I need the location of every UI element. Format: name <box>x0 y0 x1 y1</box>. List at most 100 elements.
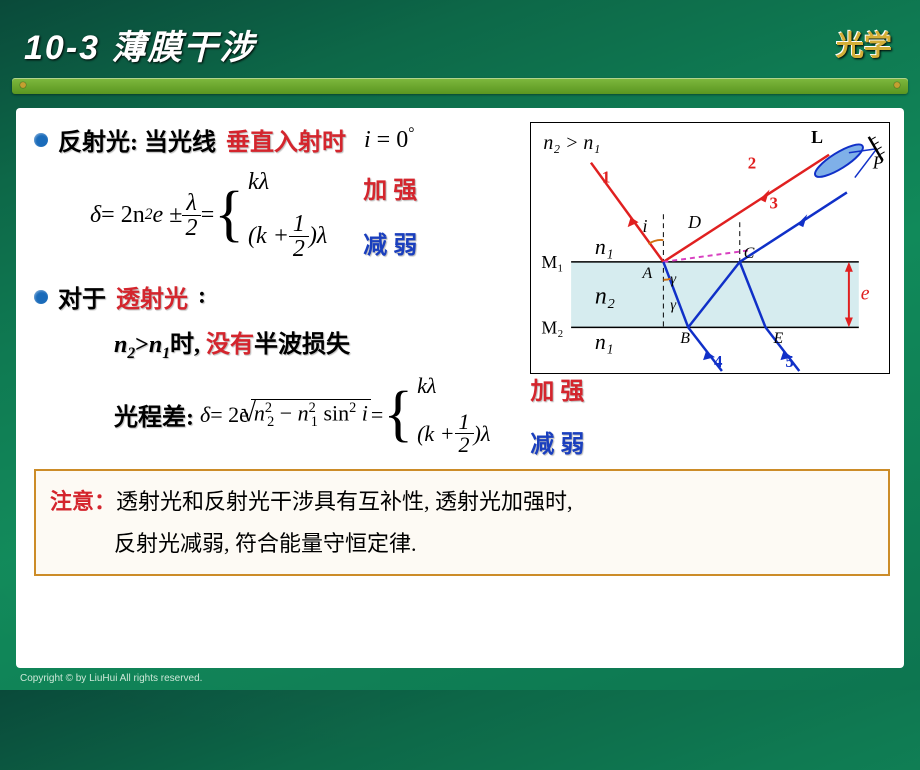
case-strong: kλ <box>248 169 327 196</box>
bullet-icon <box>34 133 48 147</box>
cases: kλ (k + 12 )λ <box>248 169 327 261</box>
sqrt-body: √ n22 − n21 sin2 i <box>251 399 371 431</box>
n1s: n <box>298 400 309 425</box>
text-trans: 透射光 <box>116 279 188 314</box>
lbl-5: 5 <box>785 352 793 371</box>
label-weak2: 减 弱 <box>530 424 584 459</box>
rest: 半波损失 <box>254 332 350 358</box>
slide-header: 10-3 薄膜干涉 光学 <box>0 0 920 70</box>
n: n <box>149 332 162 358</box>
when: 时, <box>170 332 200 358</box>
decorative-bar <box>12 78 908 94</box>
t: 1 <box>455 411 474 434</box>
lbl-1: 1 <box>602 168 610 187</box>
lbl-A: A <box>642 265 653 282</box>
text-colon: : <box>198 283 206 310</box>
slide-subject: 光学 <box>836 24 892 64</box>
case-strong2: kλ <box>417 373 490 399</box>
s1: 1 <box>162 345 170 362</box>
slide-body: 反射光: 当光线垂直入射时 i = 0° δ = 2n2e ± λ2 = { k… <box>16 108 904 668</box>
angle-g1 <box>663 279 670 280</box>
case-weak: (k + 12 )λ <box>248 212 327 261</box>
lbl-n1t: n₁ <box>595 235 614 259</box>
arrow-3 <box>797 214 807 227</box>
slide-title: 10-3 薄膜干涉 <box>24 20 256 69</box>
i: i <box>356 400 368 425</box>
sq1b: 2 <box>267 414 274 430</box>
label-opd: 光程差: <box>114 397 194 432</box>
e-pm: e ± <box>153 202 183 229</box>
note-body1: 透射光和反射光干涉具有互补性, 透射光加强时, <box>116 489 573 514</box>
lbl-L: L <box>811 127 823 147</box>
text-prefix: 反射光: 当光线 <box>58 122 216 157</box>
s2: 2 <box>127 345 135 362</box>
lbl-D: D <box>687 212 701 232</box>
brace-icon: { <box>383 387 413 443</box>
n2: n2 <box>114 332 135 358</box>
lbl-4: 4 <box>714 352 723 371</box>
eqs: = <box>371 402 383 428</box>
delta: δ <box>90 202 101 229</box>
copyright-text: Copyright © by LiuHui All rights reserve… <box>20 673 202 684</box>
equals: = <box>201 202 215 229</box>
label-strong: 加 强 <box>363 170 417 205</box>
eq-i-zero: i = 0° <box>364 125 414 154</box>
film-diagram: n₂ > n₁ L P 1 2 3 4 5 i D M₁ M₂ n₁ n₂ n₁… <box>530 122 890 374</box>
text-for: 对于 <box>58 279 106 314</box>
gt: > <box>135 332 149 358</box>
half-top: 1 <box>289 212 309 237</box>
lbl-2: 2 <box>748 154 756 173</box>
case-labels2: 加 强 减 弱 <box>530 371 584 459</box>
eq-trans: δ = 2e √ n22 − n21 sin2 i = <box>200 399 383 431</box>
two-bot: 2 <box>186 216 198 240</box>
lbl-E: E <box>772 330 783 347</box>
case2-b: )λ <box>309 223 327 250</box>
label-weak: 减 弱 <box>363 225 417 260</box>
lbl-i: i <box>643 216 648 236</box>
lbl-3: 3 <box>770 193 778 212</box>
frac-half: 12 <box>289 212 309 261</box>
lbl-n2: n₂ <box>595 284 615 310</box>
lbl-B: B <box>680 330 690 347</box>
note-label: 注意： <box>50 489 116 514</box>
lbl-M1: M₁ <box>541 252 563 272</box>
var-i: i <box>364 127 371 153</box>
c2a: (k + <box>417 421 454 447</box>
sin: sin <box>323 400 349 425</box>
b: 2 <box>459 434 470 456</box>
lbl-n1b: n₁ <box>595 330 614 354</box>
deg-symbol: ° <box>408 125 414 142</box>
case2-a: (k + <box>248 223 289 250</box>
lambda-top: λ <box>182 191 200 216</box>
lbl-P: P <box>872 153 884 173</box>
frac-half2: 12 <box>455 411 474 456</box>
brace-icon: { <box>214 187 244 243</box>
minus: − <box>280 400 298 425</box>
dash-ad <box>663 250 751 262</box>
arrow-2 <box>760 189 770 202</box>
eq-2n: = 2n <box>101 202 145 229</box>
frac-lambda2: λ2 <box>182 191 200 240</box>
nohalf: 没有 <box>206 332 254 358</box>
c2b: )λ <box>474 421 491 447</box>
delta: δ <box>200 402 210 428</box>
note-body2: 反射光减弱, 符合能量守恒定律. <box>114 531 417 556</box>
case-weak2: (k + 12 )λ <box>417 411 490 456</box>
case-labels: 加 强 减 弱 <box>363 170 417 260</box>
eq-lhs: δ = 2n2e ± λ2 = <box>90 191 214 240</box>
sq2b: 1 <box>311 414 318 430</box>
note-box: 注意：透射光和反射光干涉具有互补性, 透射光加强时, 反射光减弱, 符合能量守恒… <box>34 469 890 577</box>
cases2: kλ (k + 12 )λ <box>417 373 490 456</box>
half-bot: 2 <box>293 237 305 261</box>
lbl-cond: n₂ > n₁ <box>543 132 600 154</box>
n1: n1 <box>149 332 170 358</box>
text-vertical: 垂直入射时 <box>226 122 346 157</box>
label-strong2: 加 强 <box>530 371 584 406</box>
angle-i <box>648 240 663 244</box>
lbl-C: C <box>744 245 755 262</box>
equation-transmitted: 光程差: δ = 2e √ n22 − n21 sin2 i = { kλ (k… <box>114 371 890 459</box>
n: n <box>114 332 127 358</box>
sub-2: 2 <box>145 206 153 224</box>
lbl-M2: M₂ <box>541 317 563 337</box>
lbl-e: e <box>861 283 870 305</box>
